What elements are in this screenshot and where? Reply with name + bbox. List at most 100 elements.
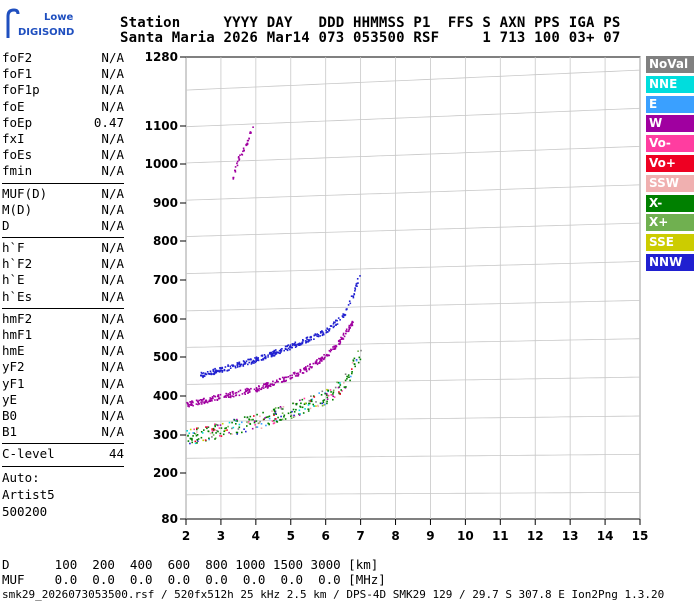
data-point (287, 412, 290, 415)
data-point (280, 419, 282, 421)
param-label: foE (2, 98, 25, 114)
data-point (326, 388, 328, 391)
data-point (252, 360, 254, 363)
data-point (345, 332, 347, 335)
data-point (358, 356, 361, 359)
data-point (302, 412, 305, 414)
data-point (243, 416, 246, 418)
data-point (326, 394, 328, 396)
divider (2, 465, 124, 467)
data-point (298, 413, 300, 415)
data-point (236, 418, 238, 421)
data-point (308, 399, 311, 402)
data-point (290, 414, 293, 417)
data-point (273, 419, 275, 422)
data-point (187, 405, 189, 407)
data-point (304, 369, 306, 371)
data-point (209, 370, 212, 373)
data-point (223, 395, 226, 398)
data-point (248, 418, 250, 420)
data-point (342, 332, 345, 335)
data-point (261, 355, 264, 357)
data-point (264, 383, 266, 386)
data-point (246, 416, 249, 418)
data-point (253, 415, 255, 417)
data-point (272, 422, 275, 425)
data-point (277, 351, 280, 354)
param-value: N/A (101, 288, 124, 304)
data-point (351, 321, 353, 324)
data-point (214, 395, 216, 398)
data-point (278, 352, 281, 354)
data-point (293, 373, 296, 375)
data-point (213, 429, 216, 431)
data-point (271, 410, 273, 412)
data-point (320, 394, 323, 396)
data-point (328, 349, 331, 352)
data-point (296, 375, 298, 377)
data-point (247, 358, 249, 361)
param-label: fmin (2, 163, 33, 179)
data-point (228, 369, 230, 371)
data-point (259, 415, 261, 418)
data-point (281, 412, 284, 414)
data-point (200, 436, 203, 439)
grid-curve (185, 300, 641, 312)
data-point (231, 395, 234, 397)
data-point (205, 373, 208, 376)
param-row-fmin: fmin N/A (2, 163, 124, 179)
param-value: N/A (101, 201, 124, 217)
data-point (193, 432, 195, 434)
data-point (195, 434, 198, 437)
data-point (214, 438, 216, 440)
data-point (235, 431, 238, 434)
data-point (290, 417, 293, 419)
data-point (247, 363, 249, 366)
data-point (239, 365, 242, 367)
logo-line2: DIGISONDE (18, 27, 74, 38)
data-point (321, 404, 324, 407)
data-point (279, 349, 282, 352)
data-point (343, 386, 346, 388)
data-point (301, 406, 304, 409)
data-point (319, 358, 321, 360)
param-value: N/A (101, 82, 124, 98)
data-point (217, 424, 219, 427)
data-point (296, 373, 298, 375)
data-point (332, 398, 334, 401)
data-point (205, 426, 207, 428)
data-point (191, 400, 193, 402)
data-point (194, 442, 197, 445)
data-point (214, 425, 216, 428)
data-points (186, 126, 362, 445)
param-row-fof1: foF1 N/A (2, 66, 124, 82)
data-point (255, 387, 258, 389)
data-point (188, 405, 190, 408)
data-point (342, 334, 345, 336)
data-point (317, 404, 319, 407)
data-point (195, 403, 198, 405)
data-point (219, 393, 222, 396)
data-point (297, 372, 299, 374)
data-point (316, 335, 318, 337)
data-point (307, 410, 310, 412)
data-point (257, 357, 259, 360)
divider (2, 237, 124, 239)
data-point (319, 360, 321, 363)
data-point (326, 400, 328, 403)
data-point (351, 362, 354, 364)
data-point (273, 352, 276, 354)
data-point (291, 376, 294, 379)
data-point (352, 296, 355, 299)
data-point (246, 421, 248, 423)
data-point (212, 427, 215, 430)
data-point (309, 407, 312, 410)
header-row2: Santa Maria 2026 Mar14 073 053500 RSF 1 … (120, 30, 621, 46)
legend-item-ssw: SSW (646, 174, 694, 192)
data-point (293, 414, 295, 417)
data-point (252, 359, 255, 362)
data-point (254, 361, 257, 364)
data-point (343, 314, 345, 316)
legend-item-nnw: NNW (646, 253, 694, 271)
data-point (301, 342, 304, 345)
